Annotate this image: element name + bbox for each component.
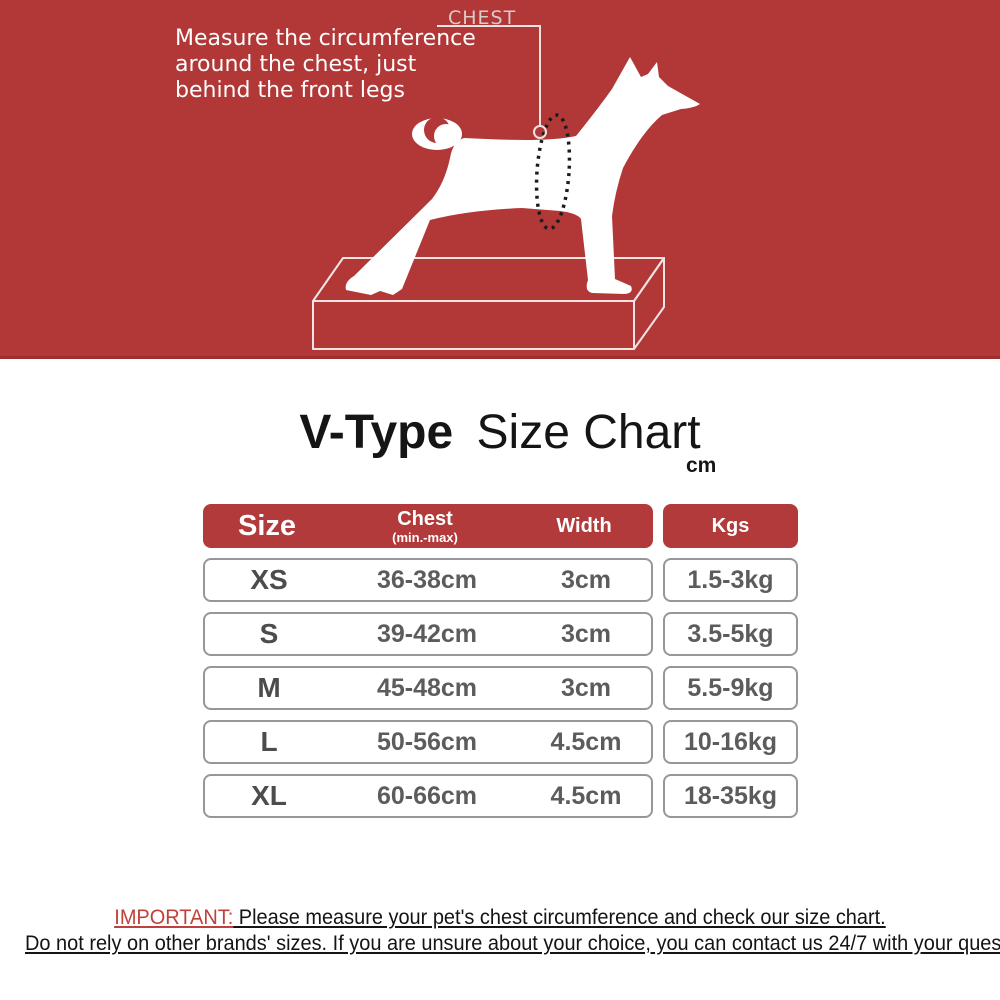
instruction-line: Measure the circumference	[175, 26, 476, 51]
chest-pointer-circle	[533, 125, 547, 139]
title-suffix: Size Chart	[476, 406, 701, 459]
disclaimer-line-1-text: Please measure your pet's chest circumfe…	[233, 906, 886, 929]
cell-chest: 45-48cm	[376, 673, 478, 702]
cell-chest: 36-38cm	[376, 565, 478, 594]
table-row: S 39-42cm 3cm 3.5-5kg	[203, 612, 806, 656]
header-kgs: Kgs	[663, 504, 798, 548]
page-title: V-Type Size Chart	[0, 405, 1000, 460]
header-chest-subtext: (min.-max)	[392, 529, 458, 545]
header-width: Width	[556, 514, 612, 537]
cell-width: 4.5cm	[550, 727, 622, 756]
table-row: L 50-56cm 4.5cm 10-16kg	[203, 720, 806, 764]
cell-kgs: 1.5-3kg	[663, 558, 798, 602]
dog-measuring-illustration	[312, 25, 700, 350]
table-header-main: Size Chest (min.-max) Width	[203, 504, 653, 548]
title-product-name: V-Type	[299, 406, 454, 459]
row-main-box: M 45-48cm 3cm	[203, 666, 653, 710]
cell-size: XS	[250, 564, 288, 595]
cell-kgs: 5.5-9kg	[663, 666, 798, 710]
table-row: XS 36-38cm 3cm 1.5-3kg	[203, 558, 806, 602]
cell-width: 3cm	[560, 619, 612, 648]
instruction-line: around the chest, just	[175, 52, 417, 77]
chest-label: CHEST	[448, 7, 517, 29]
cell-size: XL	[251, 780, 287, 811]
dog-silhouette	[345, 57, 700, 295]
disclaimer: IMPORTANT: Please measure your pet's che…	[0, 905, 1000, 957]
row-main-box: XS 36-38cm 3cm	[203, 558, 653, 602]
row-main-box: XL 60-66cm 4.5cm	[203, 774, 653, 818]
disclaimer-line-1: IMPORTANT: Please measure your pet's che…	[25, 905, 975, 931]
cell-size: S	[259, 618, 279, 649]
size-table: Size Chest (min.-max) Width Kgs XS 36-38…	[203, 504, 806, 828]
cell-size: L	[260, 726, 278, 757]
header-chest: Chest (min.-max)	[331, 509, 519, 544]
cell-chest: 39-42cm	[376, 619, 478, 648]
cell-size: M	[257, 672, 281, 703]
title-unit: cm	[686, 454, 717, 477]
table-row: XL 60-66cm 4.5cm 18-35kg	[203, 774, 806, 818]
cell-chest: 60-66cm	[376, 781, 478, 810]
cell-width: 3cm	[560, 565, 612, 594]
header-chest-label: Chest	[397, 507, 453, 530]
measuring-box-outline	[312, 257, 665, 350]
cell-kgs: 3.5-5kg	[663, 612, 798, 656]
measuring-banner: Measure the circumference around the che…	[0, 0, 1000, 359]
chest-measure-ellipse	[534, 113, 572, 231]
table-row: M 45-48cm 3cm 5.5-9kg	[203, 666, 806, 710]
header-size: Size	[237, 509, 297, 542]
cell-kgs: 18-35kg	[663, 774, 798, 818]
tail-crescent-inner	[434, 124, 458, 148]
row-main-box: S 39-42cm 3cm	[203, 612, 653, 656]
row-main-box: L 50-56cm 4.5cm	[203, 720, 653, 764]
instruction-line: behind the front legs	[175, 78, 405, 103]
cell-chest: 50-56cm	[376, 727, 478, 756]
important-label: IMPORTANT:	[114, 906, 234, 929]
disclaimer-line-2: Do not rely on other brands' sizes. If y…	[25, 932, 1000, 955]
chest-pointer-line	[437, 25, 541, 126]
cell-width: 4.5cm	[550, 781, 622, 810]
cell-width: 3cm	[560, 673, 612, 702]
cell-kgs: 10-16kg	[663, 720, 798, 764]
measuring-instructions: Measure the circumference around the che…	[175, 26, 476, 104]
table-header-row: Size Chest (min.-max) Width Kgs	[203, 504, 806, 548]
